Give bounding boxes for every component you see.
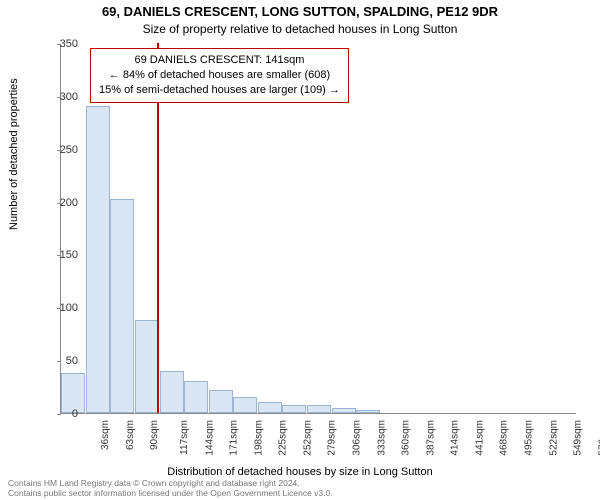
histogram-bar — [86, 106, 110, 413]
title-subtitle: Size of property relative to detached ho… — [0, 22, 600, 36]
x-tick-label: 360sqm — [401, 420, 412, 456]
histogram-bar — [135, 320, 159, 413]
footer-line-1: Contains HM Land Registry data © Crown c… — [8, 478, 592, 488]
histogram-bar — [233, 397, 257, 413]
x-tick-label: 117sqm — [179, 420, 190, 455]
x-tick-label: 522sqm — [548, 420, 559, 456]
y-tick-label: 150 — [48, 249, 78, 261]
y-axis-label: Number of detached properties — [8, 78, 20, 230]
x-axis-label: Distribution of detached houses by size … — [0, 466, 600, 478]
x-tick-label: 387sqm — [425, 420, 436, 456]
y-tick-label: 50 — [48, 355, 78, 367]
histogram-bar — [282, 405, 306, 413]
info-line-3: 15% of semi-detached houses are larger (… — [99, 83, 340, 98]
y-tick-label: 250 — [48, 144, 78, 156]
y-tick-label: 0 — [48, 408, 78, 420]
info-box: 69 DANIELS CRESCENT: 141sqm ← 84% of det… — [90, 48, 349, 103]
chart-container: 69, DANIELS CRESCENT, LONG SUTTON, SPALD… — [0, 0, 600, 500]
x-tick-label: 252sqm — [302, 420, 313, 456]
x-tick-label: 36sqm — [100, 420, 111, 450]
x-tick-label: 306sqm — [352, 420, 363, 456]
histogram-bar — [184, 381, 208, 413]
x-tick-label: 279sqm — [327, 420, 338, 456]
histogram-bar — [332, 408, 356, 413]
x-tick-label: 468sqm — [499, 420, 510, 456]
x-tick-label: 333sqm — [376, 420, 387, 456]
info-line-1: 69 DANIELS CRESCENT: 141sqm — [99, 53, 340, 68]
x-tick-label: 441sqm — [474, 420, 485, 456]
histogram-bar — [258, 402, 282, 413]
x-tick-label: 198sqm — [253, 420, 264, 456]
histogram-bar — [307, 405, 331, 413]
x-tick-label: 495sqm — [524, 420, 535, 456]
x-tick-label: 171sqm — [229, 420, 240, 456]
title-address: 69, DANIELS CRESCENT, LONG SUTTON, SPALD… — [0, 4, 600, 19]
x-tick-label: 144sqm — [204, 420, 215, 456]
x-tick-label: 549sqm — [573, 420, 584, 456]
histogram-bar — [160, 371, 184, 413]
histogram-bar — [356, 410, 380, 413]
info-line-2: ← 84% of detached houses are smaller (60… — [99, 68, 340, 83]
footer-line-2: Contains public sector information licen… — [8, 488, 592, 498]
x-tick-label: 414sqm — [450, 420, 461, 456]
histogram-bar — [110, 199, 134, 413]
x-tick-label: 63sqm — [125, 420, 136, 450]
y-tick-label: 100 — [48, 302, 78, 314]
y-tick-label: 200 — [48, 197, 78, 209]
y-tick-label: 300 — [48, 91, 78, 103]
histogram-bar — [61, 373, 85, 413]
histogram-bar — [209, 390, 233, 413]
footer: Contains HM Land Registry data © Crown c… — [8, 478, 592, 498]
y-tick-label: 350 — [48, 38, 78, 50]
x-tick-label: 225sqm — [278, 420, 289, 456]
x-tick-label: 90sqm — [149, 420, 160, 450]
